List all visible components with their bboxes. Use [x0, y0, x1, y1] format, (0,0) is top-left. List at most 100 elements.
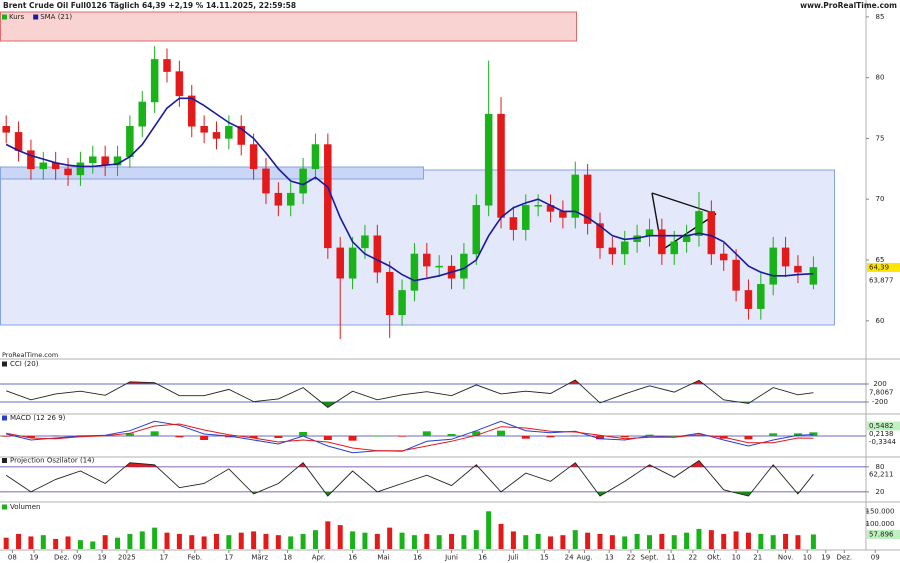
histogram-bar	[809, 432, 818, 436]
volume-bar	[634, 533, 640, 549]
histogram-bar	[348, 436, 357, 441]
panel-title: Projection Oszilator (14)	[10, 457, 95, 465]
macd-line	[6, 423, 814, 452]
candle-body	[707, 211, 716, 255]
candle-body	[299, 168, 307, 194]
histogram-bar	[744, 436, 753, 440]
histogram-bar	[571, 435, 580, 436]
volume-bar	[696, 528, 702, 549]
histogram-bar	[472, 431, 481, 436]
histogram-bar	[224, 436, 233, 438]
volume-bar	[3, 537, 9, 549]
volume-bar	[449, 533, 455, 549]
volume-bar	[288, 536, 294, 549]
candle-body	[522, 205, 530, 230]
chart-title: Brent Crude Oil Full0126 Täglich 64,39 +…	[3, 1, 296, 10]
y-tick-label: 65	[876, 256, 885, 264]
volume-bar	[609, 535, 615, 549]
candle-body	[212, 132, 221, 139]
histogram-bar	[793, 433, 802, 436]
macd-line	[6, 420, 814, 454]
x-tick-label: 09	[73, 554, 82, 562]
value-label-box	[867, 421, 900, 431]
histogram-bar	[125, 433, 134, 436]
candle-body	[101, 156, 109, 166]
right-axis-area	[866, 0, 900, 563]
x-tick-label: Apr.	[312, 554, 326, 562]
x-tick-label: 24	[565, 554, 574, 562]
candle-body	[534, 205, 542, 207]
volume-bar	[152, 527, 158, 549]
volume-bar	[708, 530, 714, 549]
candle-body	[695, 211, 703, 236]
panel-title: CCI (20)	[10, 360, 39, 368]
x-tick-label: Nov.	[778, 554, 793, 562]
volume-bar	[189, 535, 195, 549]
x-tick-label: 09	[871, 554, 880, 562]
volume-bar	[102, 535, 108, 549]
candle-body	[225, 126, 233, 139]
volume-bar	[424, 533, 430, 549]
candle-body	[14, 132, 23, 151]
website: www.ProRealTime.com	[800, 1, 897, 10]
histogram-bar	[26, 436, 35, 438]
y-tick-label: -200	[872, 398, 888, 406]
candle-body	[138, 101, 147, 127]
value-label: 0,5482	[869, 422, 894, 430]
volume-bar	[671, 535, 677, 549]
volume-bar	[659, 533, 665, 549]
volume-bar	[810, 534, 816, 549]
candle-body	[596, 223, 604, 249]
candle-body	[435, 265, 443, 268]
value-label: 62,211	[869, 470, 894, 478]
volume-bar	[77, 540, 83, 549]
x-tick-label: Dez.	[54, 554, 70, 562]
candle-body	[39, 162, 48, 170]
candle-body	[249, 144, 258, 170]
candle-body	[150, 59, 159, 103]
volume-bar	[795, 535, 801, 549]
candle-body	[163, 59, 171, 72]
x-tick-label: 08	[8, 554, 17, 562]
x-tick-label: 18	[283, 554, 292, 562]
volume-bar	[770, 535, 776, 549]
volume-bar	[325, 521, 331, 549]
value-label-box	[867, 262, 900, 272]
volume-bar	[90, 541, 96, 549]
candle-body	[286, 192, 295, 206]
volume-bar	[387, 527, 393, 549]
histogram-bar	[645, 434, 654, 436]
candle-body	[757, 284, 765, 309]
histogram-bar	[620, 436, 629, 438]
candle-body	[348, 247, 357, 279]
candle-body	[188, 95, 196, 127]
candle-body	[769, 247, 777, 285]
volume-bar	[486, 511, 492, 549]
x-tick-label: Juni	[444, 554, 458, 562]
legend-swatch	[2, 504, 7, 510]
candle-body	[126, 126, 134, 157]
legend-swatch	[2, 14, 7, 20]
candle-body	[113, 156, 122, 166]
candle-body	[620, 241, 629, 255]
candle-body	[336, 247, 344, 279]
candle-body	[262, 168, 270, 194]
histogram-bar	[299, 432, 308, 436]
volume-bar	[362, 532, 368, 549]
histogram-bar	[521, 436, 530, 439]
x-tick-label: Okt.	[707, 554, 722, 562]
candle-body	[274, 192, 283, 206]
candle-body	[237, 126, 245, 145]
panel-title: Volumen	[10, 503, 40, 511]
value-label: 63,877	[869, 277, 894, 285]
volume-bar	[176, 533, 182, 549]
candle-body	[509, 217, 518, 230]
x-tick-label: 16	[348, 554, 357, 562]
volume-bar	[40, 535, 46, 549]
volume-bar	[745, 532, 751, 549]
volume-bar	[275, 535, 281, 549]
histogram-bar	[150, 431, 159, 436]
y-tick-label: 100.000	[866, 520, 895, 528]
histogram-bar	[398, 436, 407, 437]
